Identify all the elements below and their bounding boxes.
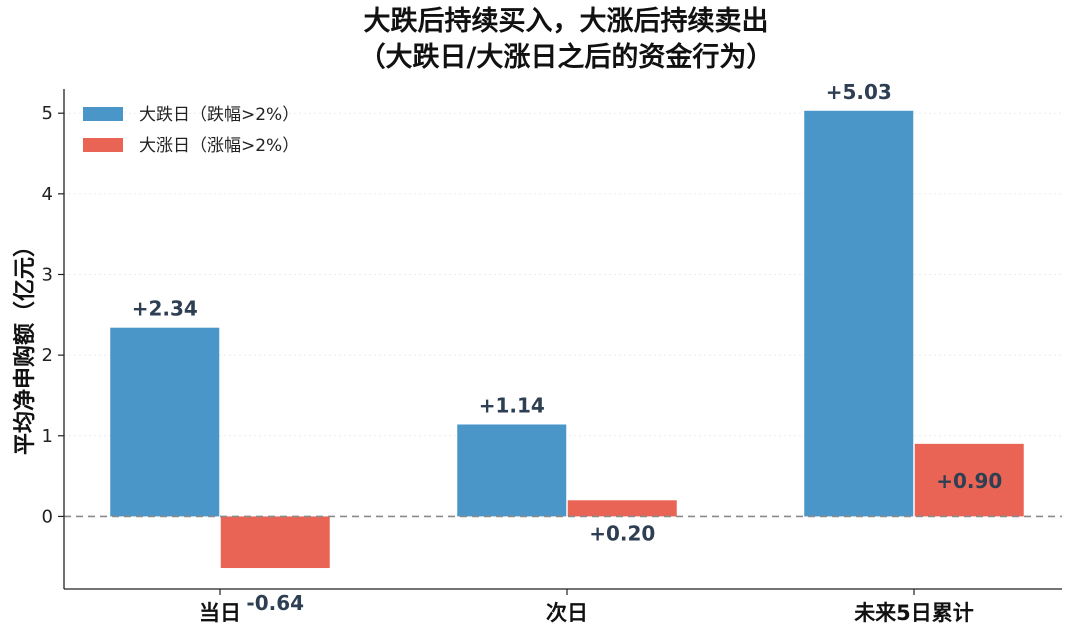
y-axis-label: 平均净申购额（亿元） [12, 235, 38, 455]
y-tick-label: 1 [42, 426, 53, 447]
chart-title: 大跌后持续买入，大涨后持续卖出 [364, 6, 769, 37]
bar-drop-day [110, 327, 220, 517]
bar-rise-day [220, 516, 330, 569]
bar-rise-day [914, 443, 1024, 517]
data-label: +5.03 [826, 80, 892, 104]
labels-layer: +2.34 -0.64 +1.14 +0.20 +5.03 +0.90 [132, 80, 1003, 615]
y-tick-label: 4 [42, 184, 53, 205]
data-label: +0.90 [936, 469, 1002, 493]
legend-swatch [83, 138, 123, 152]
data-label: +2.34 [132, 297, 198, 321]
bar-drop-day [804, 110, 914, 517]
legend-label: 大涨日（涨幅>2%） [139, 136, 299, 156]
legend: 大跌日（跌幅>2%） 大涨日（涨幅>2%） [83, 105, 299, 156]
data-label: +1.14 [479, 393, 545, 417]
bar-drop-day [457, 424, 567, 517]
legend-swatch [83, 107, 123, 121]
x-tick-label: 当日 [199, 601, 241, 625]
bar-rise-day [567, 500, 677, 517]
bars-layer [110, 110, 1024, 569]
data-label: +0.20 [589, 521, 655, 545]
x-tick-label: 未来5日累计 [854, 601, 974, 625]
chart-subtitle: （大跌日/大涨日之后的资金行为） [359, 41, 774, 73]
y-tick-label: 3 [42, 264, 53, 285]
legend-label: 大跌日（跌幅>2%） [139, 105, 299, 125]
x-tick-label: 次日 [546, 601, 588, 625]
data-label: -0.64 [246, 591, 304, 615]
axes-layer [58, 89, 1062, 595]
y-tick-label: 5 [42, 103, 53, 124]
y-tick-label: 0 [42, 506, 53, 527]
y-tick-label: 2 [42, 345, 53, 366]
ticks-layer: 0 1 2 3 4 5 当日 次日 未来5日累计 [42, 103, 974, 625]
